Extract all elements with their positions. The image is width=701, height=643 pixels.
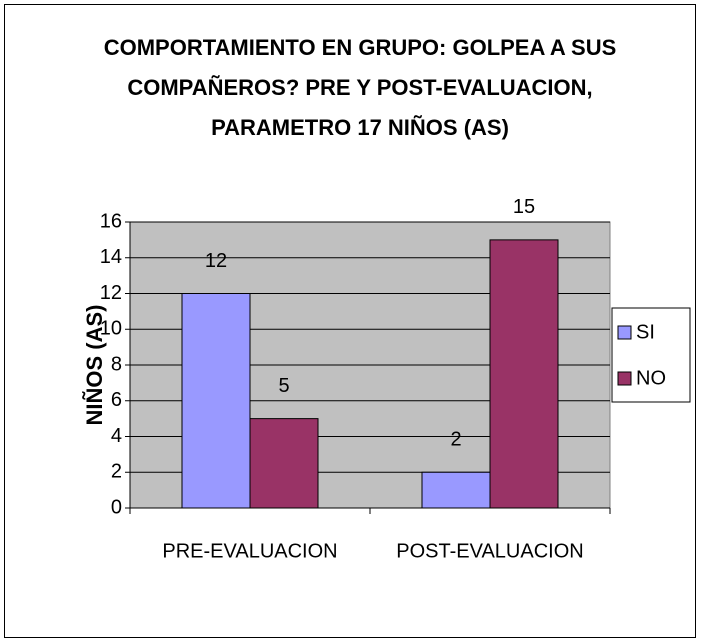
bar bbox=[489, 239, 559, 509]
legend-swatch bbox=[617, 371, 632, 386]
y-tick-label: 0 bbox=[111, 496, 122, 518]
chart-title: COMPORTAMIENTO EN GRUPO: GOLPEA A SUS CO… bbox=[103, 35, 617, 140]
legend-label: SI bbox=[636, 321, 655, 343]
legend-label: NO bbox=[636, 367, 666, 389]
y-tick-label: 12 bbox=[100, 282, 122, 304]
y-tick-label: 2 bbox=[111, 461, 122, 483]
legend-swatch bbox=[617, 325, 632, 340]
y-tick-label: 14 bbox=[100, 246, 122, 268]
y-tick-label: 10 bbox=[100, 318, 122, 340]
data-label: 2 bbox=[450, 429, 461, 451]
bar bbox=[249, 418, 319, 509]
data-label: 15 bbox=[513, 196, 535, 218]
x-tick-label: PRE-EVALUACION bbox=[162, 540, 337, 562]
y-tick-label: 4 bbox=[111, 425, 122, 447]
x-tick-label: POST-EVALUACION bbox=[396, 540, 583, 562]
y-axis-label: NIÑOS (AS) bbox=[82, 305, 107, 426]
chart-border bbox=[4, 4, 696, 638]
data-label: 12 bbox=[205, 250, 227, 272]
data-label: 5 bbox=[278, 375, 289, 397]
bar bbox=[421, 471, 491, 509]
y-tick-label: 8 bbox=[111, 353, 122, 375]
y-tick-label: 6 bbox=[111, 389, 122, 411]
y-tick-label: 16 bbox=[100, 210, 122, 232]
bar bbox=[181, 293, 251, 509]
legend-box bbox=[611, 307, 691, 403]
